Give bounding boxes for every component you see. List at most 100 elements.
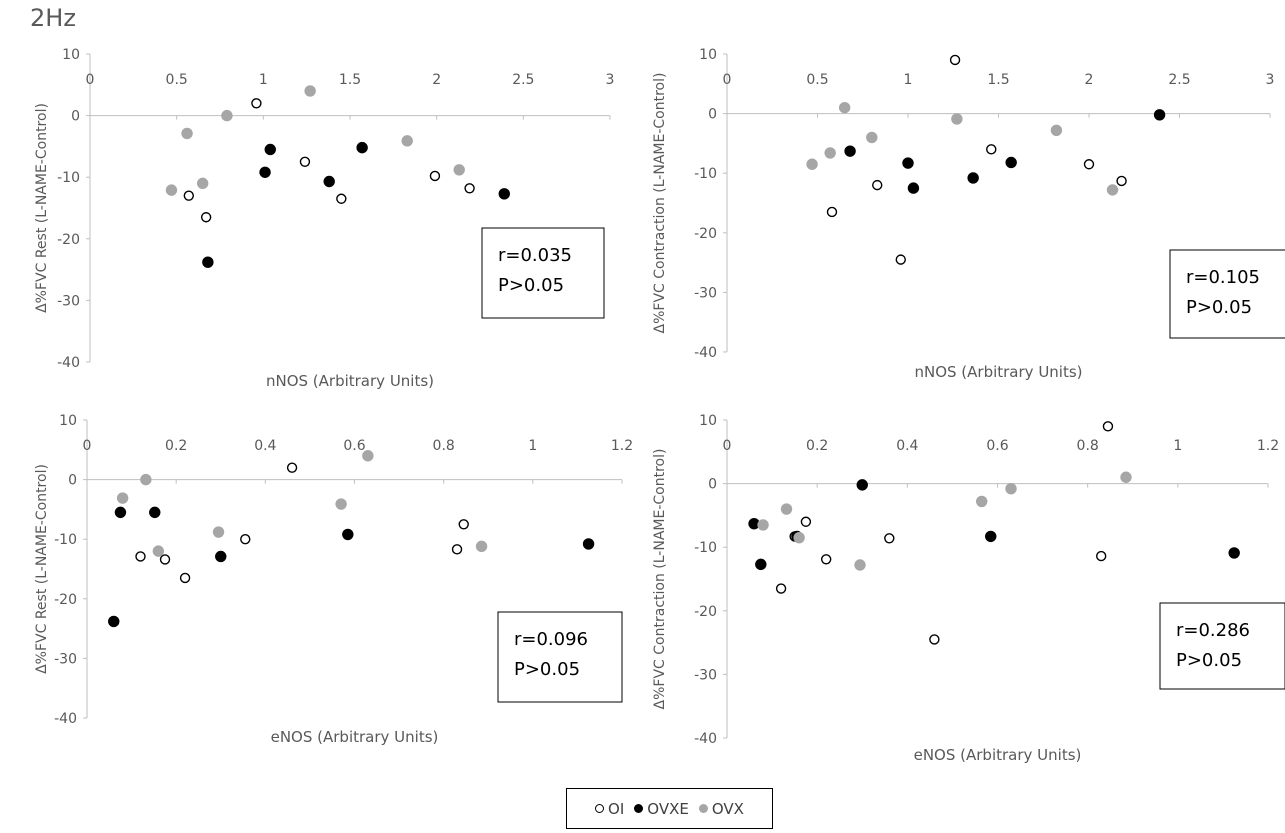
point-ovxe	[264, 143, 276, 156]
point-ovxe	[356, 141, 368, 154]
x-tick-label: 1.5	[987, 72, 1009, 88]
y-tick-label: 0	[71, 109, 80, 125]
point-ovx	[1120, 471, 1132, 483]
x-tick-label: 0.6	[986, 438, 1008, 454]
y-tick-label: 10	[62, 47, 80, 63]
scatter-panel-1: 10 0 -10 -20 -30 -40 0 0.5 1 1.5 2 2.5 3 nNOS (Arbitr…	[34, 47, 614, 390]
x-tick-label: 1	[1173, 438, 1182, 454]
x-tick-label: 1	[904, 72, 913, 88]
y-tick-label: -30	[694, 667, 717, 683]
stats-box	[1159, 602, 1285, 690]
stats-p-value: P>0.05	[498, 275, 564, 296]
x-tick-label: 1	[528, 438, 537, 454]
x-tick-label: 2	[432, 72, 441, 88]
y-tick-label: -40	[54, 711, 77, 727]
y-tick-label: -10	[694, 540, 717, 556]
point-ovx	[1005, 482, 1017, 495]
point-ovx	[152, 545, 165, 557]
point-ovxe	[108, 615, 120, 628]
x-tick-label: 1	[259, 72, 268, 88]
point-ovx	[866, 131, 878, 144]
y-axis-title: Δ%FVC Contraction (L-NAME-Control)	[652, 73, 668, 334]
point-ovx	[165, 184, 178, 196]
point-ovxe	[114, 506, 127, 519]
legend-label-ovx: OVX	[711, 799, 744, 818]
y-tick-label: -10	[57, 170, 80, 186]
point-oi	[1102, 421, 1114, 432]
scatter-panel-4: 10 0 -10 -20 -30 -40 0 0.2 0.4 0.6 0.8 1 1.2 eNOS (Ar…	[652, 413, 1285, 764]
point-oi	[135, 551, 146, 562]
point-ovxe	[844, 145, 856, 157]
y-tick-label: 10	[699, 413, 717, 429]
y-tick-label: -30	[54, 651, 77, 667]
x-tick-label: 0	[83, 438, 92, 454]
point-oi	[299, 156, 311, 168]
point-ovx	[140, 473, 152, 486]
point-oi	[429, 170, 441, 182]
x-tick-label: 3	[606, 72, 615, 88]
x-tick-label: 0.8	[1077, 438, 1099, 454]
point-oi	[179, 572, 191, 584]
y-tick-label: -10	[54, 532, 77, 548]
x-tick-label: 0	[86, 72, 95, 88]
point-oi	[458, 519, 469, 530]
point-ovxe	[985, 530, 997, 543]
y-axis-title: Δ%FVC Contraction (L-NAME-Control)	[652, 449, 668, 710]
y-tick-label: -40	[694, 345, 717, 361]
point-oi	[929, 634, 940, 645]
x-axis-title: nNOS (Arbitrary Units)	[266, 372, 434, 390]
x-tick-label: 0.5	[166, 72, 188, 88]
point-oi	[451, 544, 463, 555]
point-ovxe	[498, 188, 510, 200]
point-ovxe	[1153, 109, 1166, 121]
y-tick-label: -20	[54, 592, 77, 608]
point-oi	[251, 98, 262, 109]
point-ovxe	[259, 166, 271, 178]
stats-r-value: r=0.096	[514, 629, 588, 650]
legend-label-oi: OI	[608, 799, 625, 818]
point-ovx	[196, 177, 209, 190]
point-ovxe	[907, 182, 920, 194]
stats-p-value: P>0.05	[1176, 650, 1242, 671]
point-oi	[1116, 175, 1127, 187]
y-tick-label: -20	[694, 604, 717, 620]
point-ovxe	[967, 172, 979, 184]
point-oi	[826, 206, 838, 218]
x-tick-label: 2.5	[1168, 72, 1190, 88]
y-tick-label: -30	[57, 293, 80, 309]
point-ovx	[221, 109, 233, 122]
point-ovx	[806, 158, 818, 170]
point-ovx	[824, 147, 836, 159]
point-oi	[1095, 550, 1107, 562]
y-tick-label: -40	[57, 355, 80, 371]
x-tick-label: 0	[723, 72, 732, 88]
point-oi	[895, 254, 906, 265]
x-axis-title: eNOS (Arbitrary Units)	[914, 746, 1082, 764]
figure-heading: 2Hz	[30, 4, 76, 32]
stats-box	[1169, 249, 1285, 339]
stats-p-value: P>0.05	[514, 659, 580, 680]
point-ovx	[951, 113, 963, 125]
point-ovx	[1106, 184, 1119, 196]
y-axis-title: Δ%FVC Rest (L-NAME-Control)	[34, 464, 50, 674]
point-ovx	[976, 495, 988, 508]
y-tick-label: -20	[57, 232, 80, 248]
x-tick-label: 0.8	[433, 438, 455, 454]
point-oi	[200, 212, 212, 223]
point-ovx	[335, 498, 347, 510]
point-ovx	[453, 164, 465, 176]
point-ovxe	[149, 506, 161, 519]
point-oi	[183, 190, 195, 201]
x-axis-title: nNOS (Arbitrary Units)	[914, 363, 1082, 381]
filled-circle-icon	[698, 804, 708, 813]
y-axis-title: Δ%FVC Rest (L-NAME-Control)	[34, 103, 50, 313]
y-tick-label: 10	[59, 413, 77, 429]
point-ovx	[212, 526, 225, 538]
point-ovxe	[1005, 156, 1017, 169]
x-tick-label: 0.2	[165, 438, 187, 454]
stats-r-value: r=0.105	[1186, 267, 1260, 288]
x-tick-label: 0.6	[343, 438, 365, 454]
x-tick-label: 0.5	[806, 72, 828, 88]
x-tick-label: 1.5	[339, 72, 361, 88]
